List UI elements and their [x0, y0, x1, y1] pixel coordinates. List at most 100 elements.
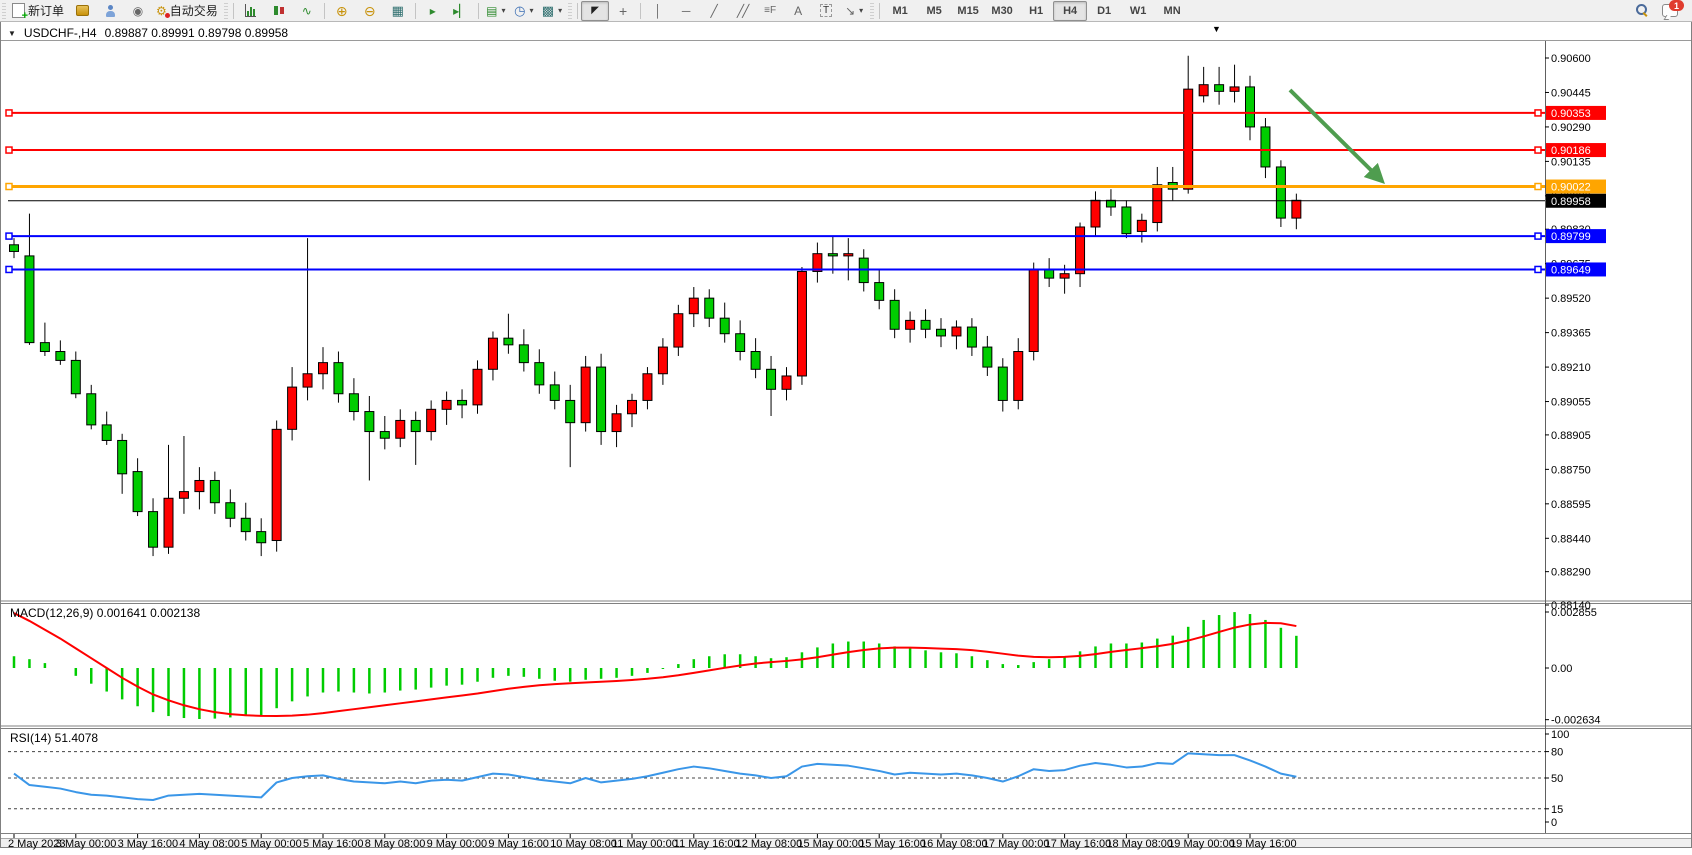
y-axis-tick-label: 0.90445	[1551, 87, 1591, 99]
zoom-out-button[interactable]: ⊖	[356, 1, 384, 21]
notifications-button[interactable]: 1	[1656, 0, 1684, 21]
bar-chart-button[interactable]	[237, 1, 265, 21]
channel-tool-button[interactable]: ╱╱	[728, 1, 756, 21]
timeframe-m5[interactable]: M5	[926, 4, 942, 17]
zoom-out-icon: ⊖	[363, 2, 376, 19]
candle	[379, 431, 390, 439]
candlestick-chart-button[interactable]	[265, 1, 293, 21]
candle	[318, 362, 328, 375]
x-axis-tick-label: 11 May 16:00	[674, 838, 740, 850]
candle	[966, 326, 977, 348]
candle	[781, 375, 792, 390]
community-button[interactable]	[96, 1, 124, 21]
y-axis-tick-label: 0.88140	[1551, 600, 1591, 612]
candle	[441, 399, 452, 410]
vertical-line-tool-button[interactable]: │	[644, 1, 672, 21]
line-handle[interactable]	[5, 232, 13, 240]
line-handle[interactable]	[1534, 146, 1542, 154]
candle	[24, 255, 35, 344]
collapse-arrow-icon[interactable]: ▼	[8, 28, 16, 38]
timeframe-w1[interactable]: W1	[1129, 4, 1147, 17]
y-axis-tick-label: 0.90600	[1551, 53, 1591, 65]
line-handle[interactable]	[1534, 109, 1542, 117]
signals-icon: ◉	[132, 3, 144, 18]
price-tag	[1546, 105, 1606, 120]
chart-title-row: ▼ USDCHF-,H4 0.89887 0.89991 0.89798 0.8…	[8, 26, 288, 40]
crosshair-icon: +	[619, 2, 628, 19]
chart-shift-button[interactable]: ▸▏	[447, 1, 475, 21]
arrows-tool-button[interactable]: ↘ ▾	[840, 1, 868, 21]
periods-button[interactable]: ◷ ▾	[510, 1, 538, 21]
chart-window: ▼ USDCHF-,H4 0.89887 0.89991 0.89798 0.8…	[0, 22, 1692, 847]
main-toolbar: 新订单 ◉ ⚙ 自动交易 ∿ ⊕ ⊖ ▦ ▸ ▸▏ ▤ ▾	[0, 0, 1692, 22]
new-order-button[interactable]: 新订单	[8, 1, 68, 22]
line-handle[interactable]	[5, 109, 13, 117]
signals-button[interactable]: ◉	[124, 1, 152, 21]
timeframe-d1[interactable]: D1	[1097, 4, 1112, 17]
new-chart-button[interactable]: ▤ ▾	[482, 1, 510, 21]
macd-axis-label: 0.00	[1551, 663, 1572, 675]
cursor-tool-button[interactable]: ◤	[581, 0, 610, 21]
x-axis-tick-label: 19 May 00:00	[1168, 838, 1235, 850]
x-axis-tick-label: 3 May 16:00	[118, 838, 179, 850]
auto-trading-button[interactable]: ⚙ 自动交易	[152, 1, 222, 21]
line-handle[interactable]	[5, 265, 13, 274]
candle	[1075, 226, 1086, 275]
chart-shift-marker[interactable]: ▼	[1212, 24, 1221, 34]
chevron-down-icon: ▾	[859, 6, 864, 15]
x-axis-tick-label: 10 May 08:00	[550, 838, 617, 850]
line-handle[interactable]	[1534, 232, 1542, 240]
candle	[395, 419, 406, 439]
line-handle[interactable]	[5, 146, 13, 154]
line-handle[interactable]	[5, 182, 13, 191]
candle	[534, 362, 545, 386]
timeframe-h4[interactable]: H4	[1053, 0, 1088, 21]
toolbox-icon	[75, 5, 89, 16]
candle	[1214, 84, 1225, 92]
price-tag-label: 0.89649	[1551, 264, 1591, 276]
auto-scroll-icon: ▸	[429, 3, 436, 18]
line-handle[interactable]	[1534, 182, 1542, 191]
candle	[827, 253, 838, 257]
horizontal-line-icon: ─	[681, 3, 691, 18]
candle	[1121, 206, 1132, 235]
candle	[518, 344, 529, 364]
price-tag-label: 0.90353	[1551, 108, 1591, 120]
candle	[1028, 268, 1039, 353]
y-axis-tick-label: 0.88750	[1551, 464, 1591, 476]
horizontal-line-tool-button[interactable]: ─	[672, 1, 700, 21]
toolbar-grip[interactable]	[2, 2, 6, 19]
toolbox-button[interactable]	[68, 1, 96, 21]
chevron-down-icon: ▾	[501, 6, 506, 15]
candle	[1275, 166, 1286, 219]
line-handle[interactable]	[1534, 265, 1542, 274]
candle	[1105, 199, 1116, 208]
timeframe-h1[interactable]: H1	[1029, 4, 1044, 17]
auto-scroll-button[interactable]: ▸	[419, 1, 447, 21]
tile-windows-icon: ▦	[391, 3, 404, 18]
line-chart-button[interactable]: ∿	[293, 1, 321, 21]
trendline-tool-button[interactable]: ╱	[700, 1, 728, 21]
tile-windows-button[interactable]: ▦	[384, 1, 412, 21]
x-axis-tick-label: 5 May 16:00	[303, 838, 364, 850]
text-tool-button[interactable]: A	[784, 1, 812, 21]
timeframe-m1[interactable]: M1	[892, 4, 908, 17]
zoom-in-button[interactable]: ⊕	[328, 1, 356, 21]
timeframe-m15[interactable]: M15	[957, 4, 979, 17]
trend-arrow[interactable]	[1288, 88, 1385, 184]
candle	[982, 346, 993, 368]
text-label-tool-button[interactable]: T	[812, 1, 840, 21]
candle	[889, 299, 900, 330]
timeframe-mn[interactable]: MN	[1163, 4, 1181, 17]
x-axis-tick-label: 15 May 16:00	[859, 838, 926, 850]
candle	[549, 384, 560, 401]
templates-button[interactable]: ▩ ▾	[538, 1, 566, 21]
fibonacci-tool-button[interactable]: ≡F	[756, 1, 784, 21]
x-axis-tick-label: 5 May 00:00	[241, 838, 302, 850]
price-tag-label: 0.89958	[1551, 196, 1591, 208]
candle	[348, 393, 359, 413]
timeframe-m30[interactable]: M30	[991, 4, 1013, 17]
crosshair-tool-button[interactable]: +	[609, 1, 637, 21]
template-icon: ▩	[541, 3, 555, 18]
search-button[interactable]	[1628, 1, 1656, 21]
